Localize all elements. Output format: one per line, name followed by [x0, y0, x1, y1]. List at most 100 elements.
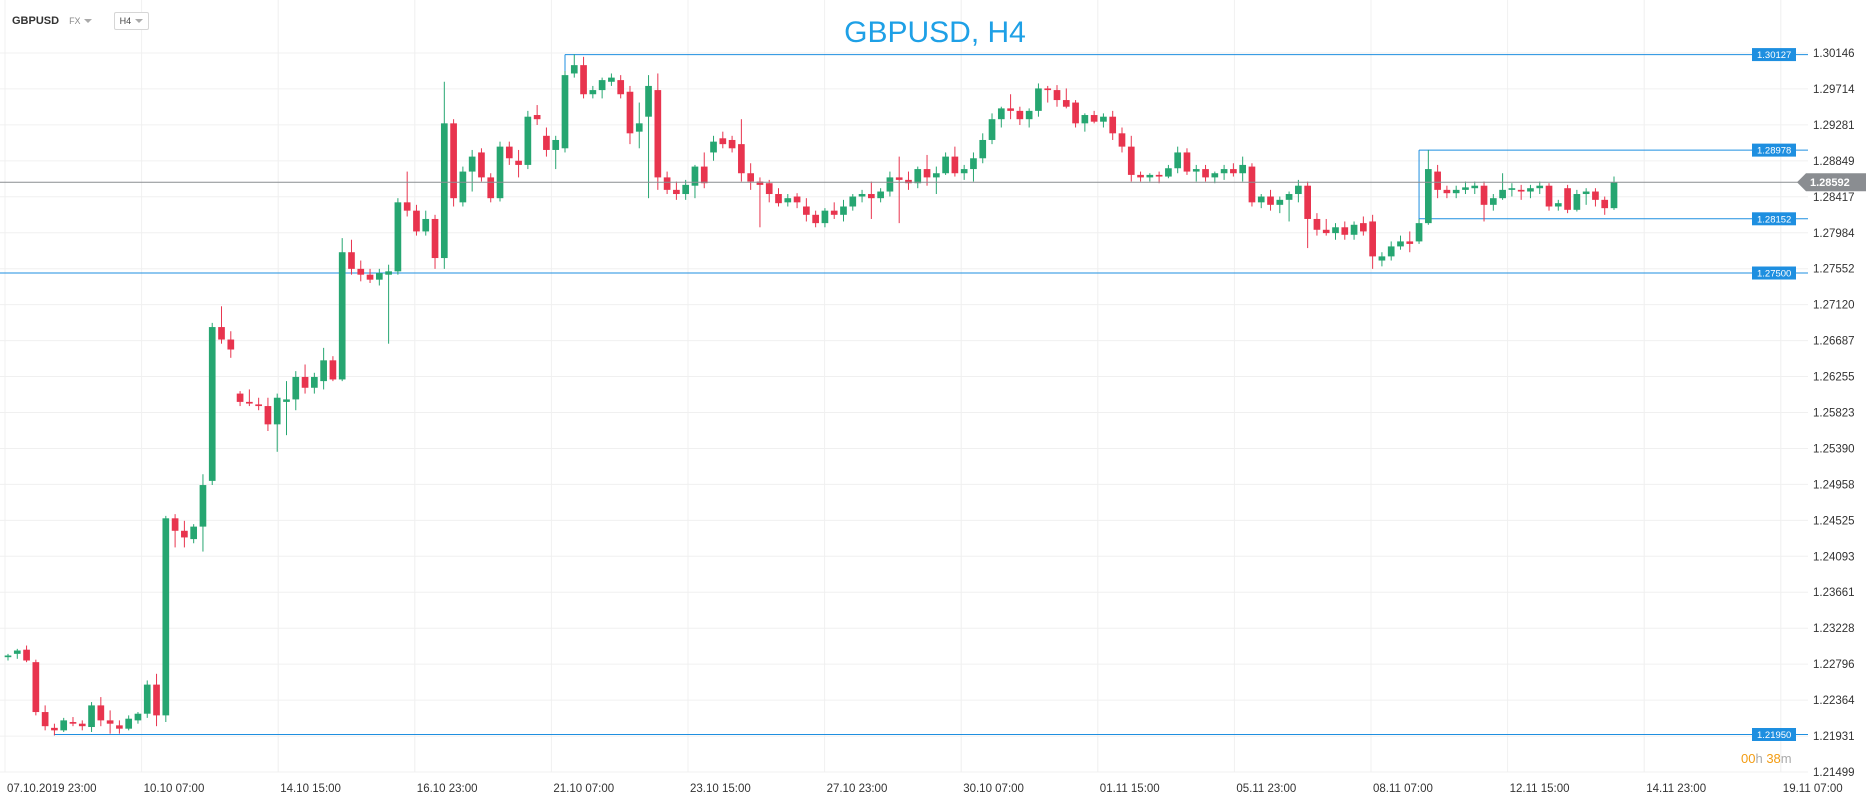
candle-body [1081, 115, 1089, 124]
level-tag [1752, 727, 1796, 741]
candle-body [273, 397, 281, 425]
y-tick-label: 1.24093 [1813, 551, 1855, 563]
candle-body [1462, 187, 1469, 190]
candle-body [858, 194, 866, 197]
x-tick-label: 30.10 07:00 [963, 783, 1024, 795]
x-tick-label: 19.11 07:00 [1783, 783, 1843, 795]
candle-body [450, 123, 457, 199]
candle-body [1062, 100, 1070, 107]
symbol-label[interactable]: GBPUSD [12, 15, 60, 27]
timeframe-selector[interactable]: H4 [113, 12, 150, 30]
candle-body [41, 712, 49, 727]
candle-body [849, 196, 857, 207]
candle-body [1035, 88, 1042, 111]
candle-body [747, 173, 755, 182]
candle-body [403, 202, 411, 211]
candle-body [988, 119, 996, 140]
candle-body [1415, 223, 1423, 242]
candle-body [51, 727, 58, 731]
candle-body [580, 65, 587, 95]
level-tag [1752, 212, 1796, 226]
y-tick-label: 1.21931 [1813, 731, 1855, 743]
candle-body [478, 152, 485, 178]
candle-body [1137, 174, 1144, 178]
candle-body [208, 327, 216, 481]
timeframe-label: H4 [119, 16, 132, 26]
x-tick-label: 14.11 23:00 [1646, 783, 1706, 795]
candle-body [1183, 152, 1191, 172]
y-tick-label: 1.27120 [1813, 300, 1855, 312]
candle-body [394, 202, 402, 272]
candle-body [1072, 102, 1079, 124]
y-tick-label: 1.25390 [1813, 443, 1855, 455]
candle-body [895, 177, 903, 180]
x-tick-label: 10.10 07:00 [144, 783, 205, 795]
candle-countdown: 00h 38m [1741, 751, 1792, 766]
candle-body [803, 206, 810, 215]
candle-body [784, 198, 792, 203]
candle-body [1536, 185, 1544, 189]
candle-body [1174, 152, 1182, 169]
candle-body [1239, 164, 1247, 174]
candle-body [524, 116, 532, 165]
candle-body [654, 90, 662, 178]
candle-body [283, 399, 290, 402]
candle-body [23, 649, 30, 661]
candle-body [1601, 199, 1609, 209]
candle-body [840, 206, 847, 215]
candle-body [413, 210, 420, 232]
grid [0, 0, 1808, 773]
candle-body [1489, 198, 1497, 205]
level-label: 1.21950 [1757, 730, 1791, 741]
y-tick-label: 1.24958 [1813, 479, 1855, 491]
candle-body [1248, 166, 1256, 203]
candles [4, 54, 1618, 736]
candle-body [162, 518, 170, 716]
timer-hours: 00 [1741, 751, 1756, 766]
candle-body [867, 194, 875, 199]
y-tick-label: 1.23228 [1813, 623, 1855, 635]
y-tick-label: 1.22796 [1813, 659, 1855, 671]
candle-body [700, 166, 708, 184]
candle-body [1202, 169, 1209, 178]
candle-body [1192, 169, 1200, 172]
x-tick-label: 23.10 15:00 [690, 783, 751, 795]
candle-body [1257, 196, 1265, 203]
candle-body [292, 376, 300, 400]
y-tick-label: 1.22364 [1813, 695, 1855, 707]
candle-body [617, 80, 625, 95]
candle-body [496, 146, 504, 199]
candle-body [1452, 189, 1460, 194]
candle-body [645, 85, 652, 117]
x-tick-label: 01.11 15:00 [1100, 783, 1160, 795]
level-label: 1.28978 [1757, 146, 1791, 157]
chevron-down-icon [135, 19, 144, 23]
candle-body [60, 720, 68, 731]
y-tick-label: 1.21499 [1813, 767, 1855, 779]
current-price-tag [1797, 173, 1866, 192]
candle-body [181, 530, 188, 538]
candle-body [1350, 224, 1358, 235]
candle-body [1582, 191, 1590, 195]
candle-body [1508, 188, 1516, 190]
candle-body [1517, 189, 1525, 192]
candle-body [1378, 256, 1386, 261]
x-tick-label: 12.11 15:00 [1510, 783, 1570, 795]
candle-body [227, 339, 235, 350]
candle-body [301, 376, 309, 388]
candle-body [1480, 185, 1488, 205]
market-selector[interactable]: FX [69, 16, 92, 26]
candle-body [830, 210, 838, 215]
candle-body [923, 169, 931, 178]
candle-body [505, 146, 513, 159]
candle-body [905, 179, 912, 184]
candle-body [246, 401, 253, 404]
candle-body [728, 139, 736, 149]
candle-body [1592, 191, 1599, 200]
candle-body [366, 274, 374, 280]
candle-body [134, 713, 142, 721]
level-tag [1752, 48, 1796, 62]
candle-body [116, 725, 123, 729]
candle-body [13, 650, 21, 654]
